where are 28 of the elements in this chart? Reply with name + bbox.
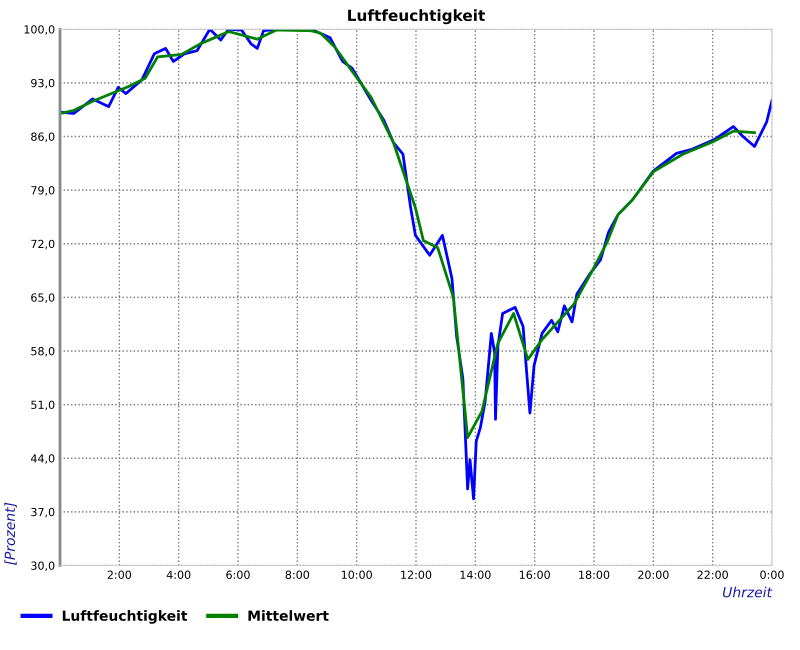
y-tick-label: 37,0 xyxy=(31,508,54,518)
y-tick-label: 72,0 xyxy=(31,240,54,250)
y-tick-label: 86,0 xyxy=(31,132,54,142)
x-axis-title: Uhrzeit xyxy=(722,586,772,598)
x-tick-label: 12:00 xyxy=(401,570,432,579)
x-tick-label: 4:00 xyxy=(166,570,190,579)
y-tick-label: 65,0 xyxy=(31,293,54,303)
chart-title: Luftfeuchtigkeit xyxy=(348,9,485,24)
x-tick-label: 10:00 xyxy=(342,570,372,579)
x-tick-label: 8:00 xyxy=(286,570,310,579)
x-tick-label: 18:00 xyxy=(579,570,610,579)
x-tick-label: 22:00 xyxy=(697,570,728,579)
legend-label: Luftfeuchtigkeit xyxy=(62,610,188,624)
x-tick-label: 2:00 xyxy=(108,570,132,579)
x-tick-label: 14:00 xyxy=(460,570,491,579)
legend-label: Mittelwert xyxy=(248,610,329,621)
x-tick-label: 6:00 xyxy=(226,570,250,579)
y-tick-label: 58,0 xyxy=(31,346,54,357)
x-tick-label: 0:00 xyxy=(760,570,784,579)
x-tick-label: 20:00 xyxy=(638,570,669,579)
y-tick-label: 51,0 xyxy=(31,400,54,410)
x-tick-label: 16:00 xyxy=(520,570,550,579)
y-axis-title: [Prozent] xyxy=(4,502,17,565)
y-tick-label: 93,0 xyxy=(31,78,54,88)
y-tick-label: 79,0 xyxy=(31,186,54,196)
y-tick-label: 44,0 xyxy=(30,454,54,464)
y-tick-label: 100,0 xyxy=(24,25,54,35)
y-tick-label: 30,0 xyxy=(31,561,54,572)
